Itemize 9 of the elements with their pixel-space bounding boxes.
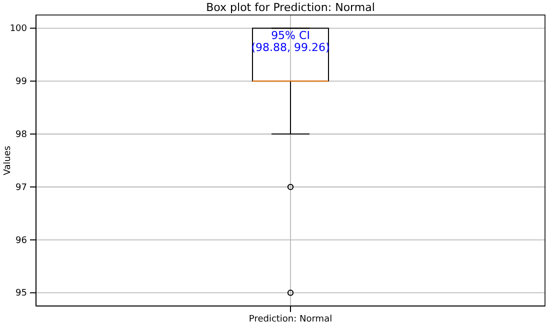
x-tick-label: Prediction: Normal (248, 314, 332, 324)
y-tick-label: 100 (10, 24, 28, 34)
y-tick-label: 95 (16, 288, 27, 299)
y-tick-label: 98 (16, 130, 28, 140)
chart-title: Box plot for Prediction: Normal (206, 1, 375, 14)
y-tick-label: 97 (16, 182, 27, 193)
y-tick-label: 96 (16, 236, 28, 246)
y-axis-title: Values (3, 145, 13, 176)
y-tick-label: 99 (16, 77, 28, 88)
